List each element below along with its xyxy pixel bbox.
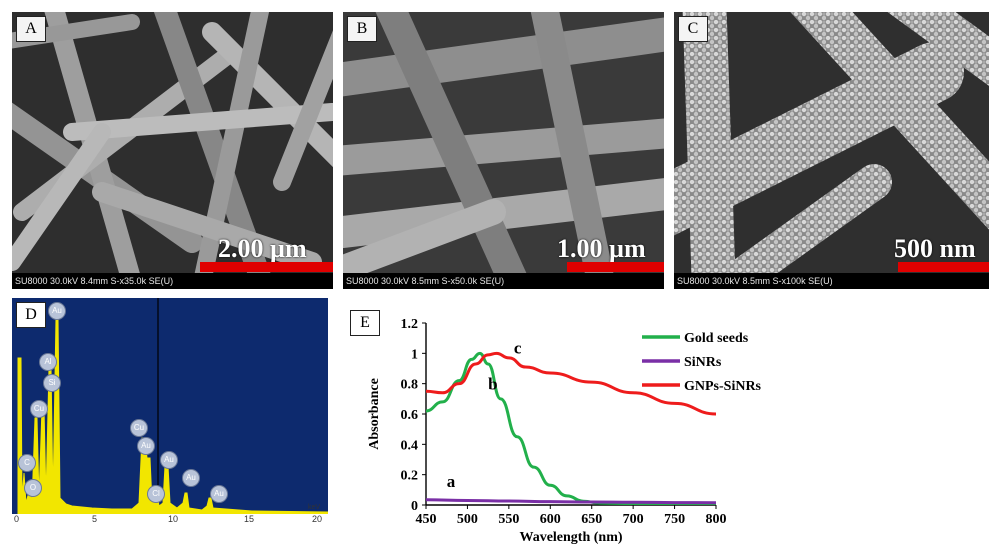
eds-peak-label-au: Au	[160, 451, 178, 469]
eds-x-tick: 15	[244, 514, 254, 524]
eds-panel-d: D C O Cu Al Si Au Cu Au Cl Au Au Au 0 5 10 15 20 keV	[12, 298, 328, 526]
eds-peak-label-au: Au	[48, 302, 66, 320]
scale-label-a: 2.00 µm	[218, 234, 307, 264]
scale-bar-c	[898, 262, 989, 272]
series-line-gold-seeds	[426, 353, 716, 503]
legend-label: GNPs-SiNRs	[684, 379, 762, 394]
panel-label-b: B	[347, 16, 377, 42]
curve-label: c	[514, 338, 522, 357]
x-tick-label: 550	[498, 512, 519, 527]
series-line-sinrs	[426, 500, 716, 503]
panel-label-c: C	[678, 16, 708, 42]
x-tick-label: 500	[457, 512, 478, 527]
eds-peak-label-cl: Cl	[147, 485, 165, 503]
x-tick-label: 650	[581, 512, 602, 527]
panel-label-e: E	[350, 310, 380, 336]
sem-panel-b: B 1.00 µm SU8000 30.0kV 8.5mm S-x50.0k S…	[343, 12, 664, 289]
y-tick-label: 0.4	[401, 438, 419, 453]
x-tick-label: 800	[706, 512, 727, 527]
eds-spectrum	[12, 298, 328, 526]
sem-footer-b: SU8000 30.0kV 8.5mm S-x50.0k SE(U)	[343, 273, 664, 289]
y-tick-label: 1.2	[401, 317, 419, 332]
y-tick-label: 1	[411, 347, 418, 362]
scale-bar-a	[200, 262, 333, 272]
y-tick-label: 0.8	[401, 378, 419, 393]
scale-bar-b	[567, 262, 664, 272]
eds-peak-label-cu: Cu	[130, 419, 148, 437]
eds-peak-label-si: Si	[43, 374, 61, 392]
sem-panel-a: A 2.00 µm SU8000 30.0kV 8.4mm S-x35.0k S…	[12, 12, 333, 289]
eds-peak-label-al: Al	[39, 353, 57, 371]
absorbance-chart-panel: 0 0.2 0.4 0.6 0.8 1 1.2 450 500 550 600 650 700 750 80…	[342, 303, 972, 549]
x-tick-label: 450	[416, 512, 437, 527]
x-tick-label: 600	[540, 512, 561, 527]
eds-peak-label-au: Au	[182, 469, 200, 487]
x-tick-label: 750	[664, 512, 685, 527]
scale-label-b: 1.00 µm	[557, 234, 646, 264]
eds-x-tick: 5	[92, 514, 97, 524]
scale-label-c: 500 nm	[894, 234, 976, 264]
legend-label: Gold seeds	[684, 331, 749, 346]
eds-x-tick: 0	[14, 514, 19, 524]
curve-label: b	[488, 375, 497, 394]
sem-panel-c: C 500 nm SU8000 30.0kV 8.5mm S-x100k SE(…	[674, 12, 989, 289]
eds-x-tick: 10	[168, 514, 178, 524]
y-tick-label: 0.6	[401, 408, 419, 423]
curve-label: a	[447, 472, 456, 491]
eds-peak-label-cu: Cu	[30, 400, 48, 418]
eds-x-unit: keV	[308, 504, 320, 511]
y-axis-title: Absorbance	[367, 378, 382, 450]
sem-footer-c: SU8000 30.0kV 8.5mm S-x100k SE(U)	[674, 273, 989, 289]
eds-peak-label-c: C	[18, 454, 36, 472]
eds-peak-label-o: O	[24, 479, 42, 497]
y-tick-label: 0.2	[401, 469, 419, 484]
eds-peak-label-au: Au	[137, 437, 155, 455]
sem-footer-a: SU8000 30.0kV 8.4mm S-x35.0k SE(U)	[12, 273, 333, 289]
x-tick-label: 700	[623, 512, 644, 527]
eds-x-tick: 20	[312, 514, 322, 524]
eds-peak-label-au: Au	[210, 485, 228, 503]
panel-label-a: A	[16, 16, 46, 42]
panel-label-d: D	[16, 302, 46, 328]
legend-label: SiNRs	[684, 355, 722, 370]
x-axis-title: Wavelength (nm)	[519, 530, 622, 545]
